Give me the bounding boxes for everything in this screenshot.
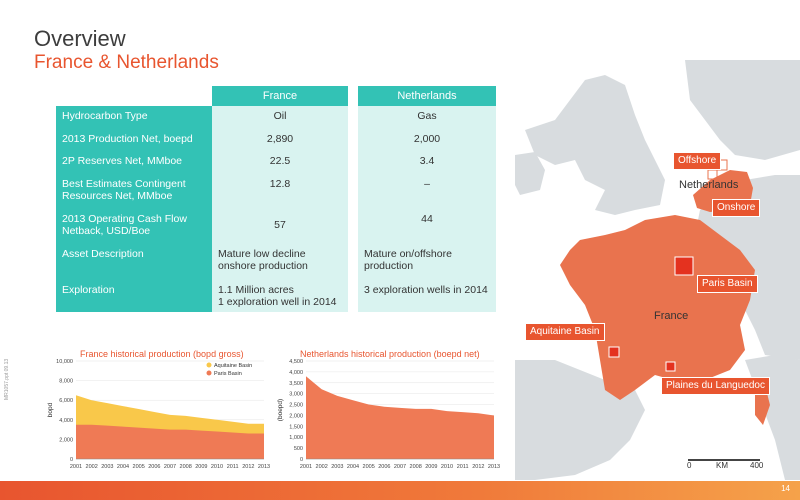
x-tick-label: 2004 (117, 464, 129, 470)
y-tick-label: 1,500 (289, 424, 303, 430)
y-tick-label: 500 (294, 446, 303, 452)
france-cell: 1.1 Million acres 1 exploration well in … (212, 280, 348, 312)
europe-map (515, 60, 800, 480)
plaines-du-languedoc-tag: Plaines du Languedoc (661, 377, 770, 395)
netherlands-cell: 2,000 (358, 129, 496, 151)
page-subtitle: France & Netherlands (34, 52, 219, 73)
x-tick-label: 2007 (164, 464, 176, 470)
netherlands-cell: Mature on/offshore production (358, 244, 496, 280)
x-tick-label: 2001 (300, 464, 312, 470)
row-label: Asset Description (56, 244, 212, 280)
x-tick-label: 2007 (394, 464, 406, 470)
paris-basin-tag: Paris Basin (697, 275, 758, 293)
x-tick-label: 2002 (86, 464, 98, 470)
x-tick-label: 2006 (378, 464, 390, 470)
page-title: Overview (34, 26, 126, 51)
x-tick-label: 2008 (180, 464, 192, 470)
netherlands-cell: 44 (358, 209, 496, 244)
row-label: 2013 Operating Cash Flow Netback, USD/Bo… (56, 209, 212, 244)
france-cell: 22.5 (212, 151, 348, 174)
x-tick-label: 2001 (70, 464, 82, 470)
y-tick-label: 4,500 (289, 359, 303, 365)
scale-unit: KM (716, 461, 728, 470)
scale-zero: 0 (687, 461, 692, 470)
netherlands-chart-title: Netherlands historical production (boepd… (300, 349, 480, 359)
aquitaine-basin-tag: Aquitaine Basin (525, 323, 605, 341)
series-area-paris-basin (76, 424, 264, 459)
x-tick-label: 2012 (472, 464, 484, 470)
y-tick-label: 1,000 (289, 435, 303, 441)
netherlands-cell: 3.4 (358, 151, 496, 174)
row-label: 2013 Production Net, boepd (56, 129, 212, 151)
y-tick-label: 2,000 (289, 413, 303, 419)
france-cell: 2,890 (212, 129, 348, 151)
france-cell: Oil (212, 106, 348, 129)
scale-max: 400 (750, 461, 764, 470)
x-tick-label: 2012 (242, 464, 254, 470)
netherlands-cell: 3 exploration wells in 2014 (358, 280, 496, 312)
row-label: Exploration (56, 280, 212, 312)
x-tick-label: 2010 (211, 464, 223, 470)
legend-swatch (206, 362, 212, 368)
map-scale-bar (688, 459, 760, 461)
netherlands-cell: Gas (358, 106, 496, 129)
y-tick-label: 8,000 (59, 379, 73, 385)
x-tick-label: 2004 (347, 464, 359, 470)
x-tick-label: 2003 (101, 464, 113, 470)
x-tick-label: 2002 (316, 464, 328, 470)
y-tick-label: 0 (300, 457, 303, 463)
x-tick-label: 2011 (227, 464, 239, 470)
france-cell: Mature low decline onshore production (212, 244, 348, 280)
legend-label: Aquitaine Basin (214, 363, 252, 369)
x-tick-label: 2006 (148, 464, 160, 470)
footer-bar (0, 481, 800, 500)
y-tick-label: 6,000 (59, 398, 73, 404)
netherlands-production-chart: 0 500 1,000 1,500 2,000 2,500 3,000 3,500 4,000 4… (277, 359, 500, 470)
netherlands-column-header: Netherlands (358, 86, 496, 106)
x-tick-label: 2005 (133, 464, 145, 470)
x-tick-label: 2013 (258, 464, 270, 470)
y-tick-label: 4,000 (59, 418, 73, 424)
y-tick-label: 2,500 (289, 403, 303, 409)
onshore-tag: Onshore (712, 199, 761, 217)
document-code: MR1057.ppt 09.13 (4, 358, 10, 400)
france-map-label: France (654, 310, 689, 322)
x-tick-label: 2005 (363, 464, 375, 470)
row-label: Hydrocarbon Type (56, 106, 212, 129)
y-tick-label: 2,000 (59, 437, 73, 443)
map-illustration (515, 60, 800, 480)
netherlands-map-label: Netherlands (679, 179, 739, 191)
x-tick-label: 2010 (441, 464, 453, 470)
france-chart-title: France historical production (bopd gross… (80, 349, 244, 359)
legend-label: Paris Basin (214, 371, 242, 377)
france-production-chart: 0 2,000 4,000 6,000 8,000 10,000 2001 2002 2003 2… (47, 359, 270, 470)
x-tick-label: 2013 (488, 464, 500, 470)
x-tick-label: 2011 (457, 464, 469, 470)
x-tick-label: 2009 (425, 464, 437, 470)
y-axis-label: (boepd) (277, 399, 284, 421)
y-tick-label: 4,000 (289, 370, 303, 376)
france-column-header: France (212, 86, 348, 106)
y-axis-label: bopd (47, 402, 54, 417)
series-area-production (306, 376, 494, 459)
y-tick-label: 3,500 (289, 381, 303, 387)
netherlands-cell: – (358, 174, 496, 209)
y-tick-label: 10,000 (56, 359, 73, 365)
y-tick-label: 3,000 (289, 392, 303, 398)
legend-swatch (206, 370, 212, 376)
row-label: 2P Reserves Net, MMboe (56, 151, 212, 174)
x-tick-label: 2009 (195, 464, 207, 470)
offshore-tag: Offshore (673, 152, 722, 170)
france-cell: 57 (212, 209, 348, 244)
france-cell: 12.8 (212, 174, 348, 209)
page-number: 14 (781, 484, 790, 493)
x-tick-label: 2008 (410, 464, 422, 470)
row-label: Best Estimates Contingent Resources Net,… (56, 174, 212, 209)
y-tick-label: 0 (70, 457, 73, 463)
x-tick-label: 2003 (331, 464, 343, 470)
